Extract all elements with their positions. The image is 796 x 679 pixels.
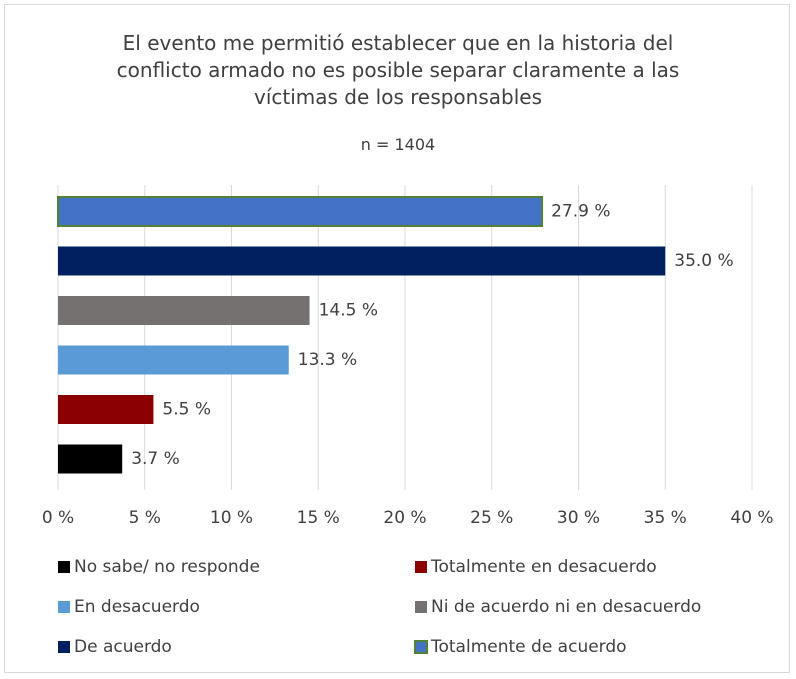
chart-title: El evento me permitió establecer que en … [116, 31, 680, 109]
legend-label: Totalmente en desacuerdo [430, 557, 657, 577]
x-tick-label: 30 % [557, 508, 600, 528]
data-label: 5.5 % [162, 400, 211, 420]
x-tick-label: 25 % [470, 508, 513, 528]
legend-swatch [58, 561, 70, 573]
bar [57, 196, 544, 227]
legend-swatch [415, 561, 427, 573]
legend-swatch [415, 601, 427, 613]
legend-swatch [58, 601, 70, 613]
data-label: 35.0 % [674, 251, 733, 271]
data-label: 27.9 % [551, 202, 610, 222]
bar [58, 246, 666, 276]
data-label: 13.3 % [298, 350, 357, 370]
legend-label: No sabe/ no responde [74, 557, 260, 577]
x-tick-label: 15 % [297, 508, 340, 528]
x-tick-label: 35 % [644, 508, 687, 528]
legend-label: Totalmente de acuerdo [430, 637, 627, 657]
legend-swatch [58, 641, 70, 653]
x-tick-label: 5 % [129, 508, 161, 528]
data-label: 3.7 % [131, 449, 180, 469]
chart-frame [4, 4, 790, 673]
x-tick-label: 0 % [42, 508, 74, 528]
legend-label: En desacuerdo [74, 597, 200, 617]
legend-label: Ni de acuerdo ni en desacuerdo [431, 597, 701, 617]
x-tick-label: 20 % [383, 508, 426, 528]
bar [58, 444, 123, 474]
bar [58, 345, 289, 375]
chart-subtitle: n = 1404 [360, 135, 436, 154]
x-tick-label: 10 % [210, 508, 253, 528]
bar [58, 395, 154, 424]
data-label: 14.5 % [319, 301, 378, 321]
legend-label: De acuerdo [74, 637, 172, 657]
bar [58, 296, 310, 325]
legend-swatch [414, 640, 428, 654]
x-tick-label: 40 % [730, 508, 773, 528]
